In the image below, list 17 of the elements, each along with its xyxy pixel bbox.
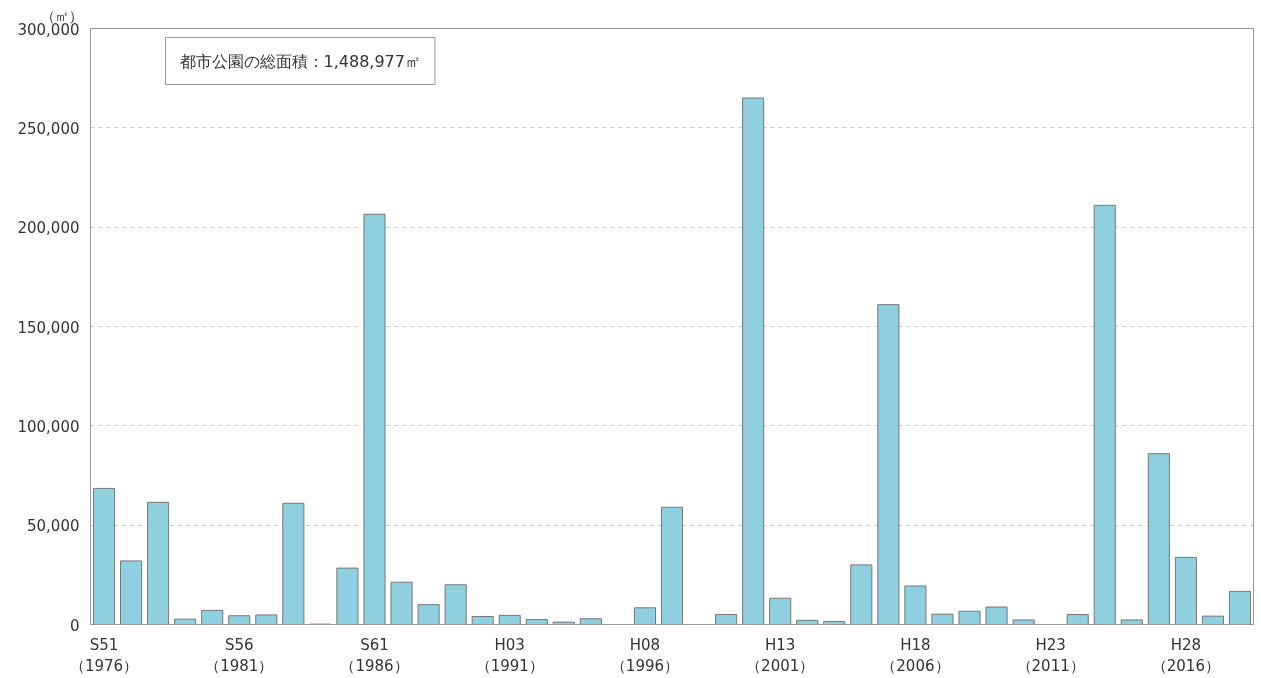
annotation: 都市公園の総面積：1,488,977㎡ — [179, 51, 421, 71]
y-tick-label: 250,000 — [17, 119, 80, 138]
y-tick-label: 0 — [69, 616, 80, 635]
y-tick-label: 50,000 — [27, 517, 80, 536]
x-tick-label: H03 （1991） — [475, 635, 544, 676]
y-tick-label: 200,000 — [17, 219, 80, 238]
x-tick-label: S61 （1986） — [340, 635, 409, 676]
x-tick-label: H18 （2006） — [881, 635, 950, 676]
x-tick-label: H08 （1996） — [610, 635, 680, 676]
x-tick-label: S56 （1981） — [205, 635, 274, 676]
y-tick-label: 150,000 — [17, 318, 80, 337]
x-tick-label: H23 （2011） — [1016, 635, 1085, 676]
x-tick-label: H13 （2001） — [746, 635, 815, 676]
y-axis-title: （㎡） — [40, 7, 83, 24]
x-tick-label: S51 （1976） — [69, 635, 139, 676]
y-tick-label: 100,000 — [17, 417, 80, 436]
x-tick-label: H28 （2016） — [1151, 635, 1220, 676]
